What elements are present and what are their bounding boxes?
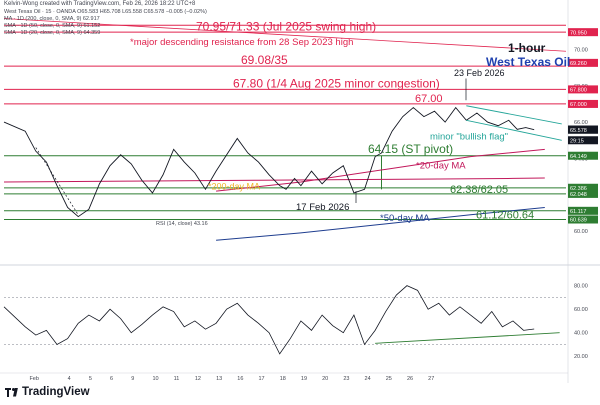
price-label-box (568, 125, 598, 134)
ma200-label: *200-day MA (208, 181, 260, 191)
price-label-box (568, 189, 598, 198)
x-tick-label: 12 (195, 376, 201, 382)
rsi-y-tick-label: 60.00 (574, 307, 588, 313)
price-label-box (568, 206, 598, 215)
x-tick-label: 9 (131, 376, 134, 382)
x-tick-label: 17 (258, 376, 264, 382)
support-62-label: 62.38/62.05 (450, 184, 508, 196)
x-tick-label: 26 (407, 376, 413, 382)
price-label-text: 67.800 (570, 88, 587, 94)
major-descending-resistance (3, 18, 567, 52)
ma20-label: *20-day MA (416, 160, 466, 171)
ma-line (216, 206, 545, 241)
price-label-box (568, 215, 598, 224)
rsi-legend: RSI (14, close) 43.16 (156, 221, 208, 227)
resistance-note: *major descending resistance from 28 Sep… (130, 37, 353, 48)
bullish-flag-label: minor "bullish flag" (430, 131, 508, 142)
x-tick-label: 27 (428, 376, 434, 382)
price-label-text: 60.639 (570, 218, 587, 224)
y-tick-label: 60.00 (574, 229, 588, 235)
x-tick-label: 10 (152, 376, 158, 382)
price-label-box (568, 85, 598, 94)
dashed-trendline (35, 147, 79, 215)
x-tick-label: 5 (89, 376, 92, 382)
tradingview-wordmark: TradingView (22, 386, 90, 398)
flag-upper-line (466, 105, 562, 125)
ma-line (3, 177, 545, 183)
ma20-legend-line: SMA · 1D (20, close, 0, SMA, 9) 64.359 (4, 30, 101, 36)
price-label-box (568, 136, 598, 145)
ma50-legend-line: SMA · 1D (50, close, 0, SMA, 9) 61.152 (4, 23, 101, 29)
x-tick-label: 16 (237, 376, 243, 382)
y-tick-label: 66.00 (574, 120, 588, 126)
tradingview-logo: TradingView (5, 386, 90, 398)
support-61-label: 61.12/60.64 (476, 209, 534, 221)
price-label-box (568, 99, 598, 108)
ma200-legend-line: MA · 1D (200, close, 0, SMA, 9) 62.917 (4, 16, 100, 22)
st-pivot-label: 64.15 (ST pivot) (368, 142, 453, 156)
rsi-y-tick-label: 20.00 (574, 354, 588, 360)
price-label-text: 67.000 (570, 102, 587, 108)
chart-title: 1-hour (508, 41, 546, 55)
x-tick-label: 13 (216, 376, 222, 382)
rsi-support-trendline (375, 332, 560, 344)
x-tick-label: 20 (322, 376, 328, 382)
price-label-text: 64.149 (570, 154, 587, 160)
date-23feb-label: 23 Feb 2026 (454, 68, 505, 78)
price-label-box (568, 183, 598, 192)
rsi-y-tick-label: 80.00 (574, 284, 588, 290)
congestion-label: 67.80 (1/4 Aug 2025 minor congestion) (233, 77, 440, 91)
x-tick-label: 25 (386, 376, 392, 382)
x-tick-label: 4 (68, 376, 71, 382)
price-label-text: 69.260 (570, 61, 587, 67)
y-tick-label: 70.00 (574, 47, 588, 53)
ma-line (216, 148, 545, 192)
instrument-line: West Texas Oil · 15 · OANDA O65.583 H65.… (4, 9, 207, 15)
price-line (3, 106, 535, 218)
credit-text: Kelvin-Wong created with TradingView.com… (4, 1, 196, 7)
x-tick-label: 19 (301, 376, 307, 382)
x-tick-label: 11 (174, 376, 180, 382)
tradingview-logo-icon (5, 387, 19, 397)
price-label-box (568, 58, 598, 67)
rsi-line (3, 285, 535, 355)
x-tick-label: 18 (280, 376, 286, 382)
rsi-y-tick-label: 40.00 (574, 331, 588, 337)
x-tick-label: 6 (110, 376, 113, 382)
x-tick-label: 23 (343, 376, 349, 382)
price-label-text: 65.578 (570, 128, 587, 134)
price-label-text: 29:15 (570, 138, 584, 144)
level-67-label: 67.00 (415, 93, 443, 105)
price-label-text: 70.950 (570, 30, 587, 36)
price-label-text: 62.386 (570, 186, 587, 192)
flag-lower-line (466, 119, 562, 141)
date-17feb-label: 17 Feb 2026 (296, 202, 349, 213)
price-label-text: 61.117 (570, 209, 586, 215)
chart-subtitle: West Texas Oil (486, 55, 571, 69)
level-69-label: 69.08/35 (241, 53, 288, 67)
x-tick-label: 24 (365, 376, 371, 382)
price-label-box (568, 151, 598, 160)
x-tick-label: Feb (29, 376, 38, 382)
price-label-text: 62.048 (570, 192, 587, 198)
swing-high-label: 70.95/71.33 (Jul 2025 swing high) (196, 19, 376, 33)
ma50-label: *50-day MA (380, 213, 430, 224)
price-label-box (568, 28, 598, 37)
